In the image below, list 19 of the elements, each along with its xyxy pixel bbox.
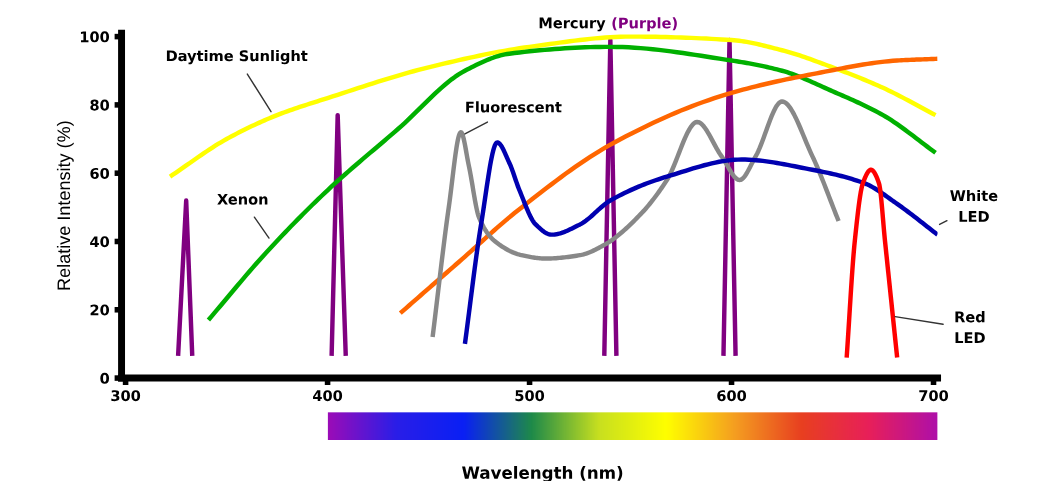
y-tick-label: 20	[90, 304, 110, 316]
y-axis-title: Relative Intensity (%)	[56, 121, 74, 290]
x-tick-label: 600	[717, 390, 747, 402]
series-label: White LED	[950, 189, 998, 222]
text: Daytime Sunlight	[166, 49, 308, 65]
x-tick-label: 400	[313, 390, 343, 402]
text: Xenon	[217, 193, 268, 205]
x-tick-label: 500	[515, 390, 545, 402]
x-tick-label: 300	[111, 390, 141, 402]
text: Red LED	[955, 311, 985, 343]
series-label: Fluorescent	[466, 101, 562, 113]
series-label: Mercury	[539, 17, 606, 32]
y-tick-label: 60	[90, 167, 110, 179]
y-tick-label: 0	[100, 372, 110, 384]
x-tick-label: 700	[919, 390, 949, 402]
y-tick-label: 40	[90, 236, 110, 248]
text: (Purple)	[612, 17, 677, 32]
y-tick-label: 100	[80, 31, 110, 43]
y-tick-label: 80	[90, 99, 110, 111]
